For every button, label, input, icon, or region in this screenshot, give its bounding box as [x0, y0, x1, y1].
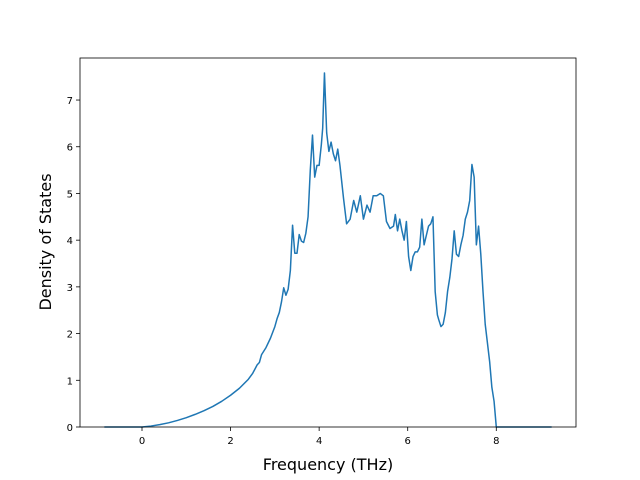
- x-tick-label: 4: [316, 436, 322, 447]
- x-tick-label: 0: [139, 436, 145, 447]
- dos-series-line-0: [104, 72, 552, 428]
- y-tick-label: 2: [67, 330, 73, 341]
- x-tick-label: 8: [493, 436, 499, 447]
- plot-area: [79, 57, 577, 428]
- x-axis-label: Frequency (THz): [263, 455, 393, 474]
- y-axis-label: Density of States: [36, 173, 55, 310]
- y-tick-label: 5: [67, 189, 73, 200]
- y-tick-label: 0: [67, 423, 73, 434]
- y-tick-label: 6: [67, 143, 73, 154]
- plot-frame: [79, 57, 577, 428]
- x-tick-label: 6: [405, 436, 411, 447]
- y-tick-label: 7: [67, 96, 73, 107]
- y-tick-label: 4: [67, 236, 73, 247]
- axis-ticks: 0 2 4 6 8 0 1 2 3 4 5 6 7: [67, 96, 500, 447]
- y-tick-label: 3: [67, 283, 73, 294]
- y-tick-label: 1: [67, 376, 73, 387]
- x-tick-label: 2: [227, 436, 233, 447]
